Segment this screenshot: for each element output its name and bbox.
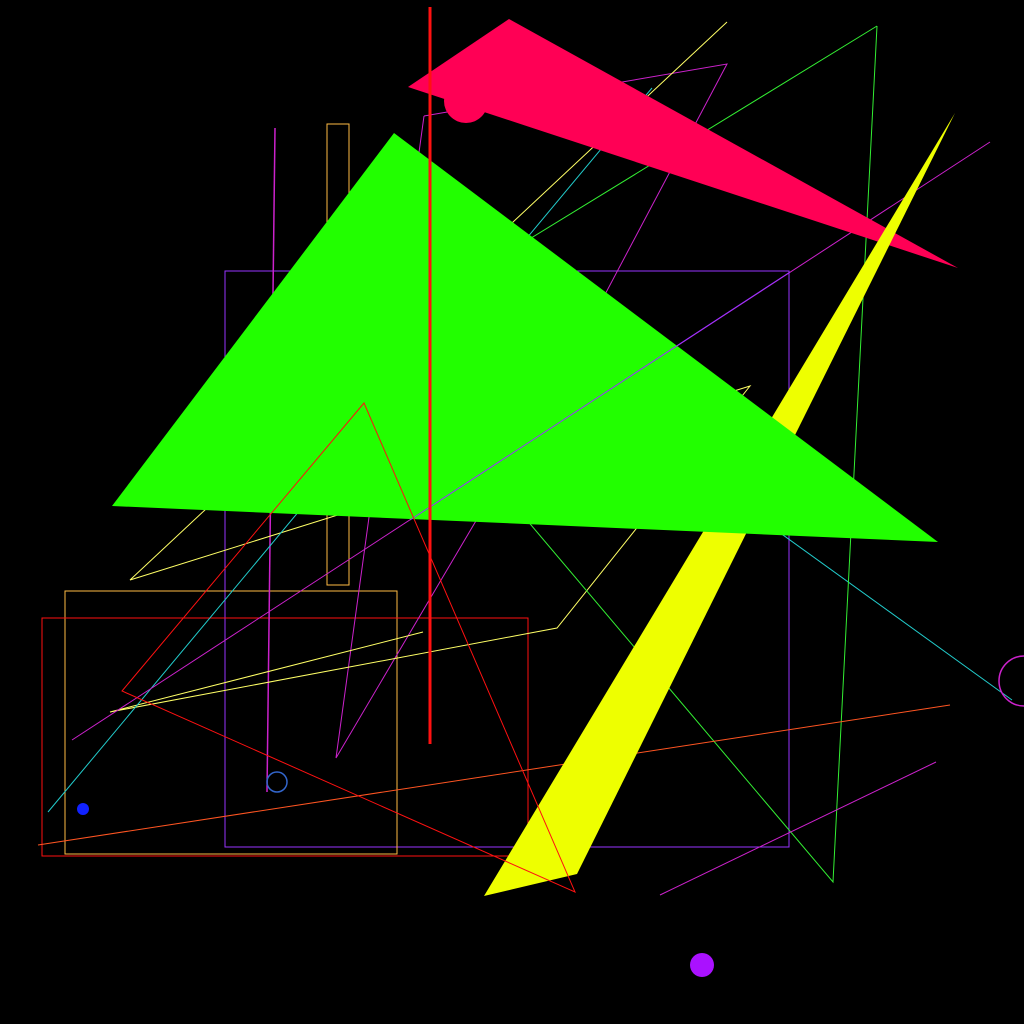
red-rectangle-outline: [41, 617, 529, 857]
magenta-lower-right-line: [659, 761, 937, 896]
blue-filled-dot: [77, 803, 89, 815]
pink-filled-triangle: [408, 19, 958, 268]
purple-filled-dot: [690, 953, 714, 977]
gold-rectangle-outline: [64, 590, 398, 855]
violet-line-over-green: [409, 271, 791, 521]
orange-long-line: [37, 704, 951, 846]
blue-circle-outline: [266, 771, 288, 793]
green-filled-triangle: [112, 133, 938, 542]
red-triangle-outline: [121, 402, 576, 893]
magenta-circle-outline-right-edge: [998, 655, 1024, 707]
